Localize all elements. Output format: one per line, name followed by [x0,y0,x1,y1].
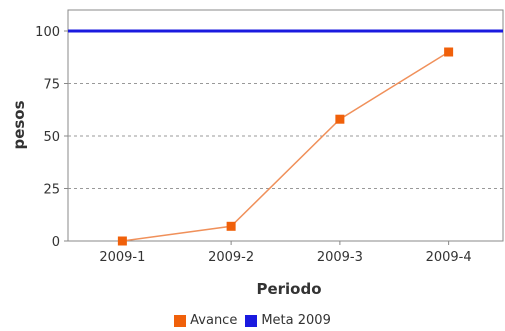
legend-item-avance: Avance [174,313,237,328]
x-tick-label: 2009-4 [426,250,472,265]
y-tick-label: 100 [35,25,60,40]
legend-label-meta: Meta 2009 [261,313,331,328]
x-axis-title: Periodo [256,280,321,298]
plot-area [67,9,504,242]
x-tick-label: 2009-3 [317,250,363,265]
legend-label-avance: Avance [190,313,238,328]
y-axis-title: pesos [10,100,28,149]
x-tick-label: 2009-1 [99,250,145,265]
y-tick-label: 50 [43,130,60,145]
y-tick-label: 75 [43,78,60,93]
legend-swatch-avance [174,314,187,327]
y-tick-label: 25 [43,183,60,198]
legend: Avance Meta 2009 [0,313,505,328]
avance-point [226,221,236,231]
legend-item-meta: Meta 2009 [245,313,331,328]
avance-point [444,47,454,57]
series-layer [68,29,503,246]
avance-point [117,236,127,246]
avance-point [335,114,345,124]
x-tick-label: 2009-2 [208,250,254,265]
y-tick-label: 0 [52,235,60,250]
legend-swatch-meta [245,314,258,327]
y-axis: 0 25 50 75 100 [35,25,68,250]
x-axis: 2009-1 2009-2 2009-3 2009-4 [99,241,472,265]
series-avance-line [122,51,450,242]
